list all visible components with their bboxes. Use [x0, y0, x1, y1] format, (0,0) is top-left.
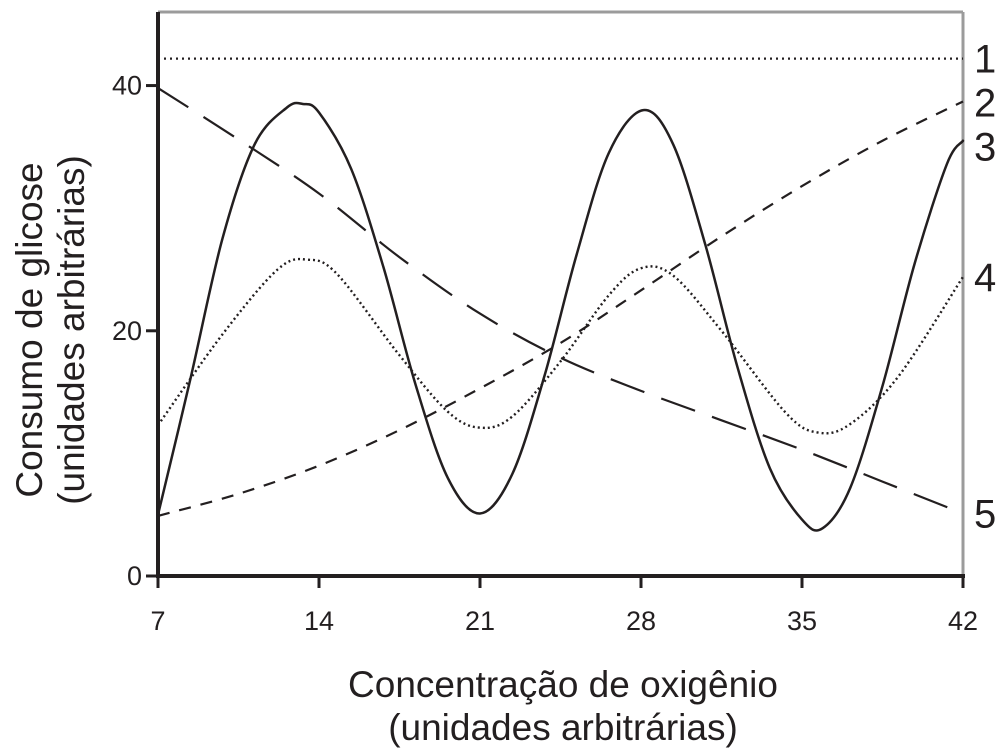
series-line-5: [157, 87, 964, 515]
series-label-1: 1: [974, 38, 996, 82]
x-tick-label-35: 35: [787, 606, 817, 636]
x-tick-label-14: 14: [304, 606, 334, 636]
y-ticks: 0 20 40: [112, 71, 158, 591]
series-line-3: [156, 101, 965, 532]
series-line-4: [157, 257, 965, 435]
series-label-4: 4: [974, 256, 996, 300]
y-tick-label-0: 0: [127, 561, 142, 591]
x-tick-label-21: 21: [465, 606, 495, 636]
x-tick-label-28: 28: [626, 606, 656, 636]
series-lines: [156, 57, 965, 532]
plot-frame: [156, 10, 965, 578]
y-axis-title-line-1: Consumo de glicose: [9, 162, 50, 497]
series-label-3: 3: [974, 126, 996, 170]
series-label-5: 5: [974, 492, 996, 536]
x-ticks: 7 14 21 28 35 42: [150, 576, 978, 636]
series-line-2: [157, 100, 964, 517]
series-labels: 123 4 5: [974, 38, 996, 537]
y-tick-label-40: 40: [112, 71, 142, 101]
y-axis-title-line-2: (unidades arbitrárias): [51, 155, 92, 505]
x-tick-label-7: 7: [150, 606, 165, 636]
x-tick-label-42: 42: [948, 606, 978, 636]
x-axis-title-line-2: (unidades arbitrárias): [388, 707, 738, 748]
x-axis-title-line-1: Concentração de oxigênio: [348, 664, 778, 705]
y-tick-label-20: 20: [112, 316, 142, 346]
series-label-2: 2: [974, 82, 996, 126]
